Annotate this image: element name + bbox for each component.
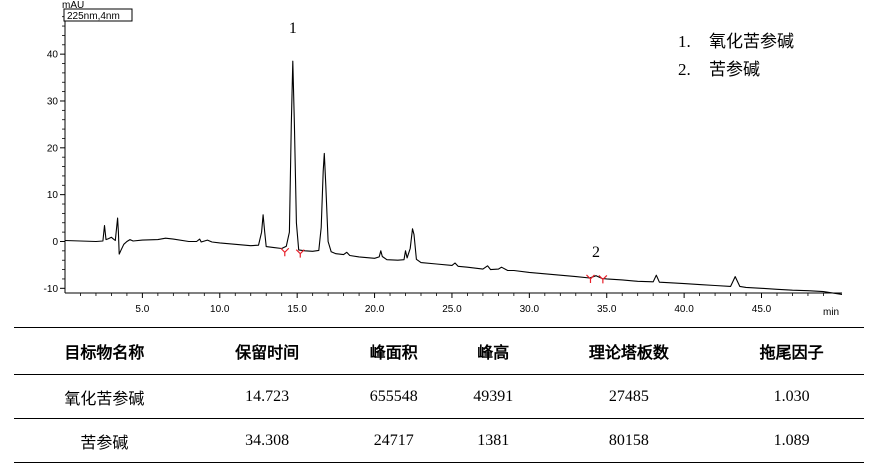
integration-marker: [295, 249, 305, 258]
compound-name: 苦参碱: [80, 432, 129, 452]
legend-number: 1.: [678, 32, 691, 51]
chromatogram-chart: 5.0 10.0 15.0 20.0 25.0 30.0 35.0 40.0 45.0 -10 0 1…: [44, 0, 843, 318]
y-tick-label: 40: [47, 50, 59, 61]
peak-number-label: 2: [592, 244, 600, 261]
retention-time: 14.723: [245, 387, 290, 405]
results-table: 目标物名称 保留时间 峰面积 峰高 理论塔板数 拖尾因子 氧化苦参碱 14.72…: [14, 327, 864, 463]
channel-label: 225nm,4nm: [67, 11, 120, 22]
table-row: 氧化苦参碱 14.723 655548 49391 27485 1.030: [14, 375, 864, 419]
integration-marker: [598, 274, 608, 284]
header-peak-height: 峰高: [477, 343, 510, 362]
peak-annotations: 12: [289, 20, 600, 261]
header-retention-time: 保留时间: [235, 343, 300, 362]
x-tick-label: 20.0: [365, 304, 385, 315]
header-tailing-factor: 拖尾因子: [759, 343, 824, 362]
legend-entry: 苦参碱: [709, 60, 760, 80]
peak-number-label: 1: [289, 20, 297, 37]
tailing-factor: 1.089: [773, 431, 810, 449]
theoretical-plates: 27485: [608, 387, 649, 405]
header-peak-area: 峰面积: [369, 343, 418, 362]
peak-height: 1381: [477, 431, 510, 449]
compound-name: 氧化苦参碱: [64, 388, 145, 408]
chart-axes: [64, 12, 842, 294]
y-tick-label: 0: [52, 237, 58, 248]
y-axis-unit-label: mAU: [62, 0, 84, 11]
peak-area: 24717: [373, 431, 414, 449]
x-tick-label: 10.0: [210, 304, 230, 315]
header-theoretical-plates: 理论塔板数: [588, 343, 669, 362]
x-tick-label: 25.0: [442, 304, 462, 315]
retention-time: 34.308: [245, 431, 290, 449]
legend-entry: 氧化苦参碱: [709, 32, 794, 52]
header-compound-name: 目标物名称: [64, 343, 145, 362]
y-tick-label: -10: [44, 284, 59, 295]
tailing-factor: 1.030: [773, 387, 810, 405]
y-tick-label: 10: [47, 190, 59, 201]
results-header-row: 目标物名称 保留时间 峰面积 峰高 理论塔板数 拖尾因子: [14, 327, 864, 375]
integration-markers: [280, 247, 608, 284]
x-tick-label: 35.0: [597, 304, 617, 315]
peak-area: 655548: [369, 387, 418, 405]
chart-legend: 1. 氧化苦参碱 2. 苦参碱: [678, 32, 794, 80]
chromatogram-trace: [64, 60, 843, 295]
x-tick-label: 40.0: [674, 304, 694, 315]
x-tick-label: 5.0: [135, 304, 149, 315]
theoretical-plates: 80158: [608, 431, 649, 449]
x-tick-label: 15.0: [287, 304, 307, 315]
legend-number: 2.: [678, 60, 691, 79]
x-tick-label: 30.0: [520, 304, 540, 315]
integration-marker: [280, 247, 290, 257]
y-tick-label: 30: [47, 96, 59, 107]
integration-marker: [586, 274, 595, 283]
y-tick-label: 20: [47, 143, 59, 154]
channel-label-box: [63, 8, 133, 22]
peak-height: 49391: [473, 387, 514, 405]
x-tick-label: 45.0: [752, 304, 772, 315]
chart-ticks: 5.0 10.0 15.0 20.0 25.0 30.0 35.0 40.0 45.0 -10 0 1…: [44, 16, 824, 315]
table-row: 苦参碱 34.308 24717 1381 80158 1.089: [14, 419, 864, 463]
x-axis-unit-label: min: [823, 307, 839, 318]
